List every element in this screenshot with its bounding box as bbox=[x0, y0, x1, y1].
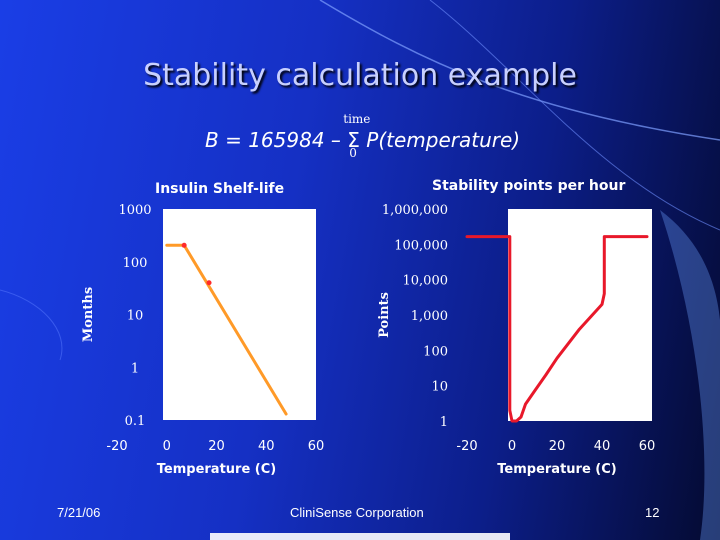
right-chart-y-tick-label: 100 bbox=[423, 344, 448, 359]
formula-summation: time Σ 0 bbox=[343, 112, 370, 160]
right-chart-x-tick-label: -20 bbox=[456, 439, 477, 454]
right-chart-y-tick-label: 1,000,000 bbox=[382, 203, 448, 218]
sum-upper-limit: time bbox=[343, 112, 371, 126]
left-chart-data-marker bbox=[206, 280, 212, 286]
left-chart-title: Insulin Shelf-life bbox=[155, 181, 285, 197]
sum-lower-limit: 0 bbox=[349, 146, 357, 160]
left-chart-y-tick-label: 0.1 bbox=[125, 414, 146, 429]
right-chart-x-tick-label: 60 bbox=[639, 439, 656, 454]
right-chart-x-tick-label: 0 bbox=[508, 439, 516, 454]
right-chart-y-tick-label: 100,000 bbox=[394, 238, 448, 253]
right-chart-y-tick-label: 10,000 bbox=[403, 274, 449, 289]
right-chart-series-line bbox=[465, 235, 649, 423]
right-chart-plot-area bbox=[508, 209, 652, 421]
sum-symbol: Σ bbox=[347, 128, 360, 152]
footer-page-number: 12 bbox=[645, 505, 660, 520]
right-chart-y-axis-title: Points bbox=[377, 292, 392, 338]
right-chart-x-tick-label: 40 bbox=[594, 439, 611, 454]
right-chart-x-axis-title: Temperature (C) bbox=[497, 462, 616, 477]
stability-formula: B = 165984 – time Σ 0 P(temperature) bbox=[205, 112, 521, 160]
left-chart-x-tick-label: 60 bbox=[308, 439, 325, 454]
left-chart-y-axis-title: Months bbox=[81, 287, 96, 342]
slide-title: Stability calculation example bbox=[143, 58, 577, 93]
right-chart-y-tick-label: 10 bbox=[431, 380, 448, 395]
right-chart-y-tick-label: 1 bbox=[440, 415, 448, 430]
left-chart-y-tick-label: 1 bbox=[131, 361, 139, 376]
left-chart-x-tick-label: 20 bbox=[208, 439, 225, 454]
left-chart-y-tick-label: 100 bbox=[123, 256, 148, 271]
left-chart-y-tick-label: 10 bbox=[127, 309, 144, 324]
right-chart-title: Stability points per hour bbox=[432, 178, 626, 194]
left-chart-series-line bbox=[165, 243, 288, 416]
footer-company: CliniSense Corporation bbox=[290, 505, 424, 520]
left-chart-x-tick-label: 40 bbox=[258, 439, 275, 454]
left-chart-data-marker bbox=[181, 242, 187, 248]
left-chart-x-tick-label: 0 bbox=[163, 439, 171, 454]
right-chart-y-tick-label: 1,000 bbox=[411, 309, 448, 324]
left-chart-x-axis-title: Temperature (C) bbox=[157, 462, 276, 477]
left-chart-plot-area bbox=[163, 209, 316, 420]
footer-date: 7/21/06 bbox=[57, 505, 101, 520]
right-chart-x-tick-label: 20 bbox=[549, 439, 566, 454]
formula-rhs: P(temperature) bbox=[366, 128, 521, 152]
formula-lhs: B = 165984 – bbox=[205, 128, 341, 152]
left-chart-x-tick-label: -20 bbox=[106, 439, 127, 454]
left-chart-y-tick-label: 1000 bbox=[118, 203, 151, 218]
